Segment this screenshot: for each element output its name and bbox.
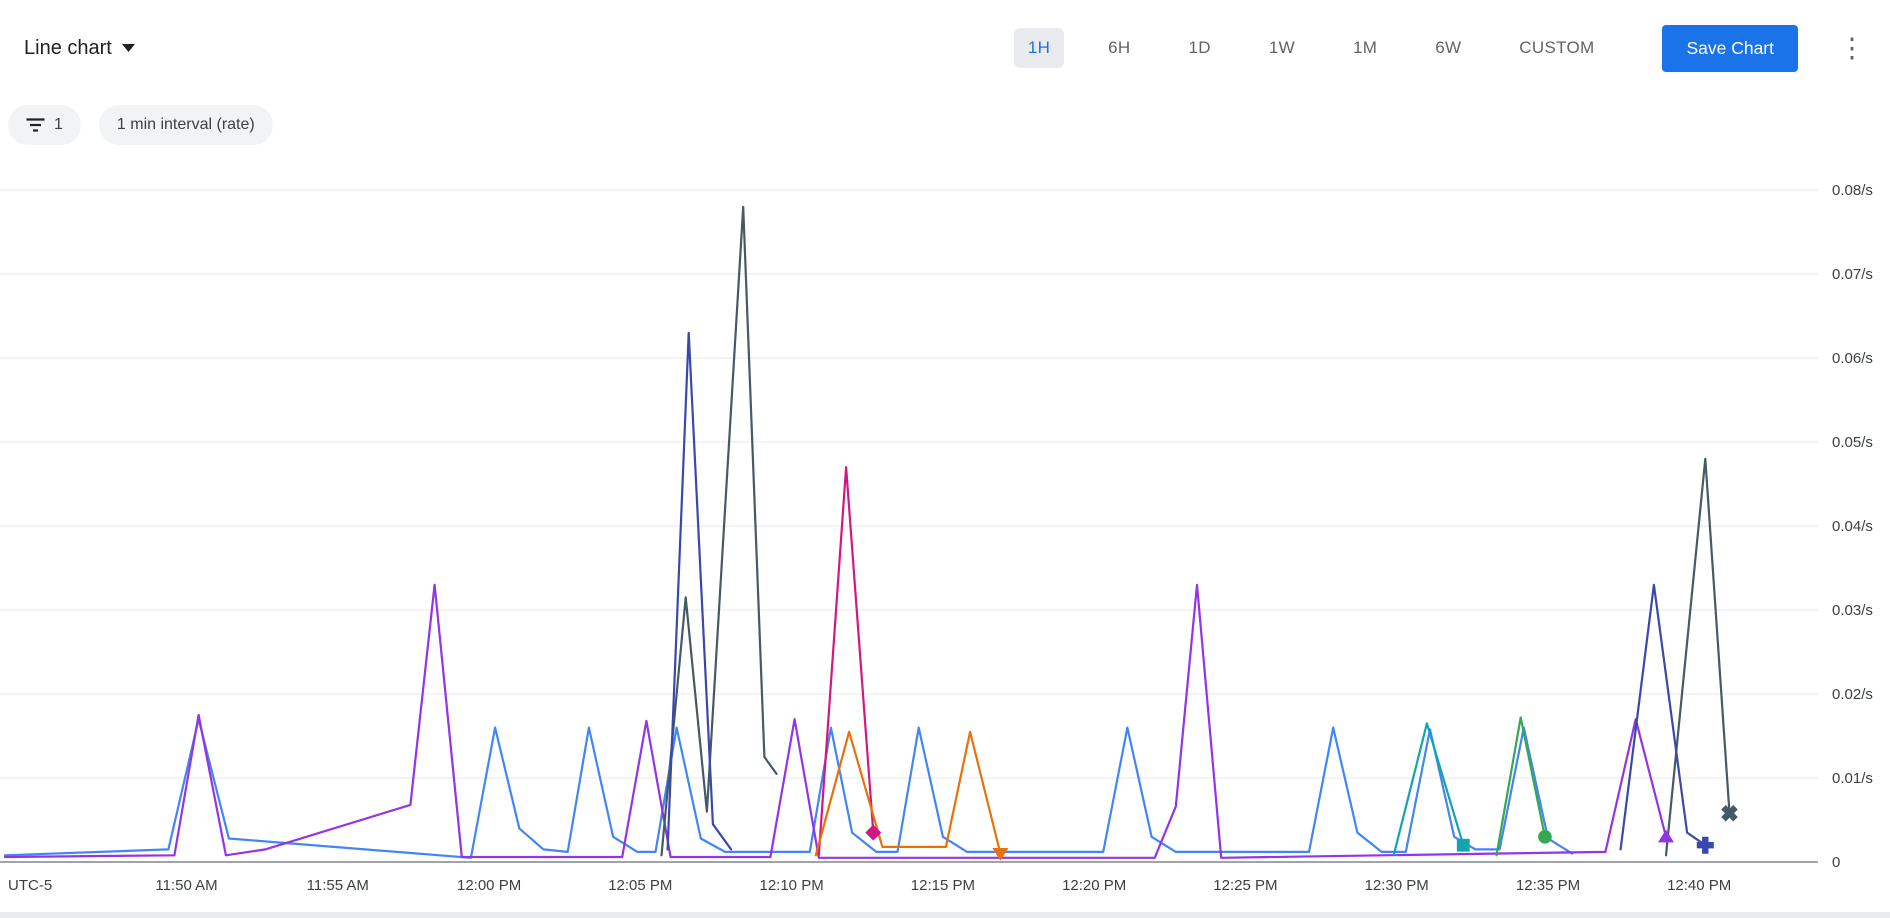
- series-green-end-marker: [1538, 830, 1552, 844]
- x-tick-label: 12:00 PM: [457, 877, 521, 894]
- y-tick-label: 0: [1832, 854, 1840, 871]
- x-tick-label: 11:55 AM: [307, 877, 369, 894]
- x-tick-label: 12:35 PM: [1516, 877, 1580, 894]
- series-green: [1495, 716, 1547, 857]
- time-range-custom[interactable]: CUSTOM: [1505, 28, 1608, 68]
- chart-type-dropdown[interactable]: Line chart: [24, 37, 135, 60]
- y-tick-label: 0.04/s: [1832, 518, 1873, 535]
- more-options-icon[interactable]: [1838, 30, 1866, 66]
- x-tick-label: 12:05 PM: [608, 877, 672, 894]
- x-tick-label: 12:25 PM: [1213, 877, 1277, 894]
- series-blue: [3, 718, 1574, 859]
- series-navy-end-marker: [1696, 836, 1714, 854]
- x-tick-label: 12:10 PM: [759, 877, 823, 894]
- y-tick-label: 0.07/s: [1832, 266, 1873, 283]
- timezone-label: UTC-5: [8, 877, 52, 894]
- y-tick-label: 0.01/s: [1832, 770, 1873, 787]
- interval-chip[interactable]: 1 min interval (rate): [98, 105, 273, 145]
- x-tick-label: 12:20 PM: [1062, 877, 1126, 894]
- series-purple-end-marker: [1657, 829, 1674, 843]
- y-tick-label: 0.08/s: [1832, 182, 1873, 199]
- filter-icon: [26, 118, 45, 132]
- x-tick-label: 12:30 PM: [1365, 877, 1429, 894]
- y-tick-label: 0.06/s: [1832, 350, 1873, 367]
- chart-type-label: Line chart: [24, 36, 112, 59]
- time-range-group: 1H 6H 1D 1W 1M 6W CUSTOM: [1013, 28, 1609, 68]
- y-tick-label: 0.02/s: [1832, 686, 1873, 703]
- series-navy: [666, 331, 733, 851]
- series-pink: [817, 466, 875, 857]
- series-orange: [814, 730, 1002, 857]
- time-range-1h[interactable]: 1H: [1013, 28, 1065, 68]
- x-tick-label: 11:50 AM: [155, 877, 217, 894]
- filter-bar: 1 1 min interval (rate): [0, 96, 1890, 154]
- toolbar: Line chart 1H 6H 1D 1W 1M 6W CUSTOM Save…: [0, 0, 1890, 96]
- time-range-1d[interactable]: 1D: [1175, 28, 1225, 68]
- time-range-1w[interactable]: 1W: [1255, 28, 1309, 68]
- x-tick-label: 12:15 PM: [911, 877, 975, 894]
- chevron-down-icon: [121, 44, 135, 52]
- horizontal-scrollbar[interactable]: [0, 912, 1890, 918]
- series-teal-end-marker: [1456, 838, 1470, 852]
- time-range-1m[interactable]: 1M: [1339, 28, 1391, 68]
- series-slate: [1664, 457, 1731, 857]
- filter-count-chip[interactable]: 1: [8, 105, 81, 145]
- series-purple: [3, 583, 1668, 859]
- series-teal: [1392, 722, 1465, 857]
- chart-svg[interactable]: UTC-5 11:50 AM 11:55 AM 12:00 PM 12:05 PM 12:…: [0, 154, 1890, 912]
- save-chart-button[interactable]: Save Chart: [1662, 24, 1798, 72]
- x-tick-label: 12:40 PM: [1667, 877, 1731, 894]
- series-slate: [660, 205, 778, 857]
- y-tick-label: 0.03/s: [1832, 602, 1873, 619]
- y-tick-label: 0.05/s: [1832, 434, 1873, 451]
- series-orange-end-marker: [992, 848, 1009, 861]
- chart-area: UTC-5 11:50 AM 11:55 AM 12:00 PM 12:05 PM 12:…: [0, 154, 1890, 912]
- time-range-6h[interactable]: 6H: [1094, 28, 1144, 68]
- time-range-6w[interactable]: 6W: [1421, 28, 1475, 68]
- series-pink-end-marker: [865, 824, 882, 841]
- series-navy: [1619, 583, 1707, 851]
- interval-chip-label: 1 min interval (rate): [116, 116, 255, 133]
- series-slate-end-marker: [1721, 805, 1738, 822]
- filter-count: 1: [54, 116, 63, 133]
